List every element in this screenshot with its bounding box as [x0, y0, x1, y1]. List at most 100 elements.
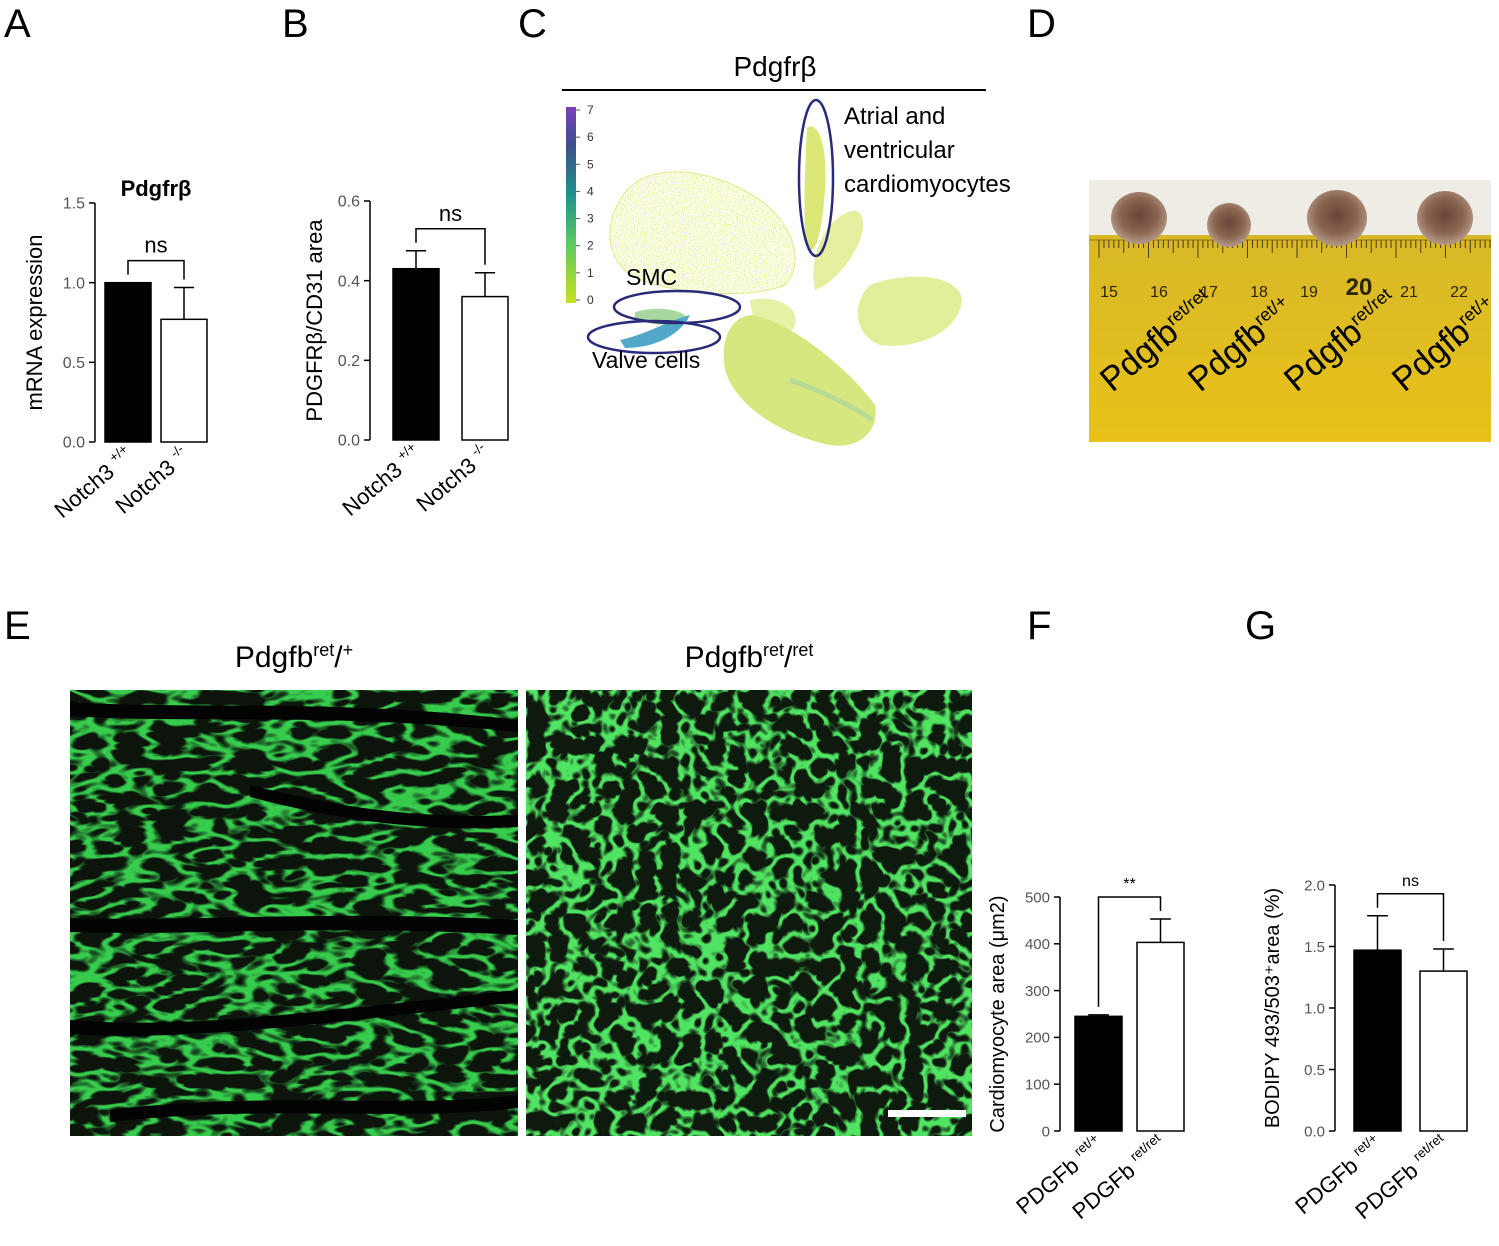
ruler-ticks [1098, 240, 1491, 258]
y-tick-label: 300 [1025, 983, 1050, 1000]
bar [1074, 1015, 1123, 1132]
y-tick-label: 1.5 [63, 196, 85, 213]
chart-f-cardiomyocyte-area: 0 100 200 300 400 500 Cardiomyocyte area (μm2)… [987, 876, 1185, 1224]
y-tick-label: 2.0 [1304, 877, 1325, 894]
chart-b-pdgfrb-cd31-area: 0.0 0.2 0.4 0.6 PDGFRβ/CD31 area Notch3 +/+No… [302, 194, 509, 521]
colorbar [566, 107, 576, 303]
colorbar-tick-label: 4 [587, 184, 594, 198]
significance-bracket [415, 228, 486, 265]
ruler-number: 20 [1346, 274, 1373, 301]
y-tick-label: 500 [1025, 889, 1050, 906]
interstitial-gaps [70, 702, 518, 1122]
cluster-upper-left [609, 171, 796, 294]
significance-label: ns [144, 233, 167, 258]
y-axis-label: BODIPY 493/503⁺area (%) [1262, 888, 1284, 1128]
y-tick-label: 100 [1025, 1076, 1050, 1093]
micrograph-ret-het [70, 690, 518, 1136]
ruler-number: 16 [1150, 284, 1168, 301]
cluster-right [857, 276, 962, 346]
y-tick-label: 0.2 [338, 353, 360, 370]
panel-label-e: E [4, 604, 31, 648]
micrograph-left-title: Pdgfbret/+ [234, 640, 354, 674]
y-tick-label: 0.5 [63, 355, 85, 372]
panel-label-c: C [518, 2, 547, 46]
annotation-atrial-line2: ventricular [844, 137, 955, 164]
umap-clusters [609, 126, 962, 446]
panel-label-d: D [1027, 2, 1056, 46]
bar [160, 318, 208, 443]
panel-label-f: F [1027, 604, 1052, 648]
colorbar-tick-label: 7 [587, 103, 594, 117]
ruler-number: 15 [1100, 284, 1118, 301]
y-axis-label: PDGFRβ/CD31 area [302, 219, 327, 422]
panel-label-b: B [282, 2, 309, 46]
significance-label: ns [1402, 873, 1419, 890]
photo-hearts-ruler-svg: 15 16 17 18 19 20 21 22 [1089, 180, 1491, 442]
heart-3 [1307, 190, 1367, 246]
y-tick-label: 400 [1025, 936, 1050, 953]
ruler-number: 18 [1250, 284, 1268, 301]
colorbar-tick-label: 1 [587, 266, 594, 280]
bar [392, 267, 440, 441]
bar [1419, 970, 1468, 1132]
colorbar-tick-label: 0 [587, 293, 594, 307]
y-tick-label: 0.6 [338, 194, 360, 211]
significance-bracket [127, 259, 185, 280]
chart-title: Pdgfrβ [121, 176, 192, 201]
heart-1 [1111, 192, 1167, 244]
significance-bracket [1097, 896, 1162, 1007]
significance-label: ns [439, 201, 462, 226]
y-tick-label: 1.0 [63, 275, 85, 292]
scale-bar [888, 1110, 966, 1117]
colorbar-tick-label: 5 [587, 157, 594, 171]
x-tick-label: Notch3 +/+ [336, 439, 426, 521]
chart-c-umap-pdgfrb: Pdgfrβ 7 6 5 4 3 2 1 0 Atrial and ventricular c… [562, 51, 1011, 446]
annotation-atrial-line3: cardiomyocytes [844, 171, 1011, 198]
annotation-valve-cells: Valve cells [592, 347, 700, 373]
heart-2 [1207, 203, 1251, 247]
ruler-number: 19 [1300, 284, 1318, 301]
annotation-smc: SMC [626, 264, 677, 290]
colorbar-ticks: 7 6 5 4 3 2 1 0 [576, 103, 594, 307]
x-tick-label: Notch3 -/- [410, 439, 495, 516]
ruler-number: 17 [1200, 284, 1218, 301]
colorbar-tick-label: 6 [587, 130, 594, 144]
y-tick-label: 0.0 [1304, 1123, 1325, 1140]
bar [1353, 949, 1402, 1132]
heart-4 [1417, 191, 1473, 245]
y-tick-label: 0.5 [1304, 1062, 1325, 1079]
y-tick-label: 1.0 [1304, 1000, 1325, 1017]
annotation-atrial-line1: Atrial and [844, 103, 945, 130]
colorbar-tick-label: 3 [587, 212, 594, 226]
cluster-right-top [813, 210, 864, 290]
ellipse-cardiomyocytes [797, 98, 835, 258]
y-tick-label: 0.4 [338, 273, 360, 290]
y-axis-label: mRNA expression [22, 234, 47, 410]
ruler-numbers: 15 16 17 18 19 20 21 22 [1100, 274, 1468, 301]
significance-bracket [1376, 893, 1445, 941]
y-tick-label: 0.0 [338, 433, 360, 450]
y-tick-label: 200 [1025, 1030, 1050, 1047]
bar [461, 295, 509, 441]
panel-label-g: G [1245, 604, 1277, 648]
ruler-number: 22 [1450, 284, 1468, 301]
panel-label-a: A [4, 2, 31, 46]
ellipse-valve [586, 319, 722, 355]
bar [1136, 941, 1185, 1132]
photo-hearts-ruler: 15 16 17 18 19 20 21 22 Pdgfbret/ret Pdgfbret/+ P… [1089, 180, 1491, 442]
micrograph-ret-ret [526, 690, 972, 1136]
ruler-number: 21 [1400, 284, 1418, 301]
y-tick-label: 0.0 [63, 435, 85, 452]
y-tick-label: 0 [1042, 1123, 1050, 1140]
umap-title: Pdgfrβ [733, 51, 816, 82]
y-tick-label: 1.5 [1304, 939, 1325, 956]
cluster-cardiomyocytes [804, 126, 826, 251]
colorbar-tick-label: 2 [587, 239, 594, 253]
significance-label: ** [1123, 876, 1135, 893]
bar [104, 281, 152, 443]
micrograph-right-title: Pdgfbret/ret [684, 640, 814, 674]
y-axis-label: Cardiomyocyte area (μm2) [987, 895, 1009, 1132]
cluster-bottom [723, 315, 876, 446]
